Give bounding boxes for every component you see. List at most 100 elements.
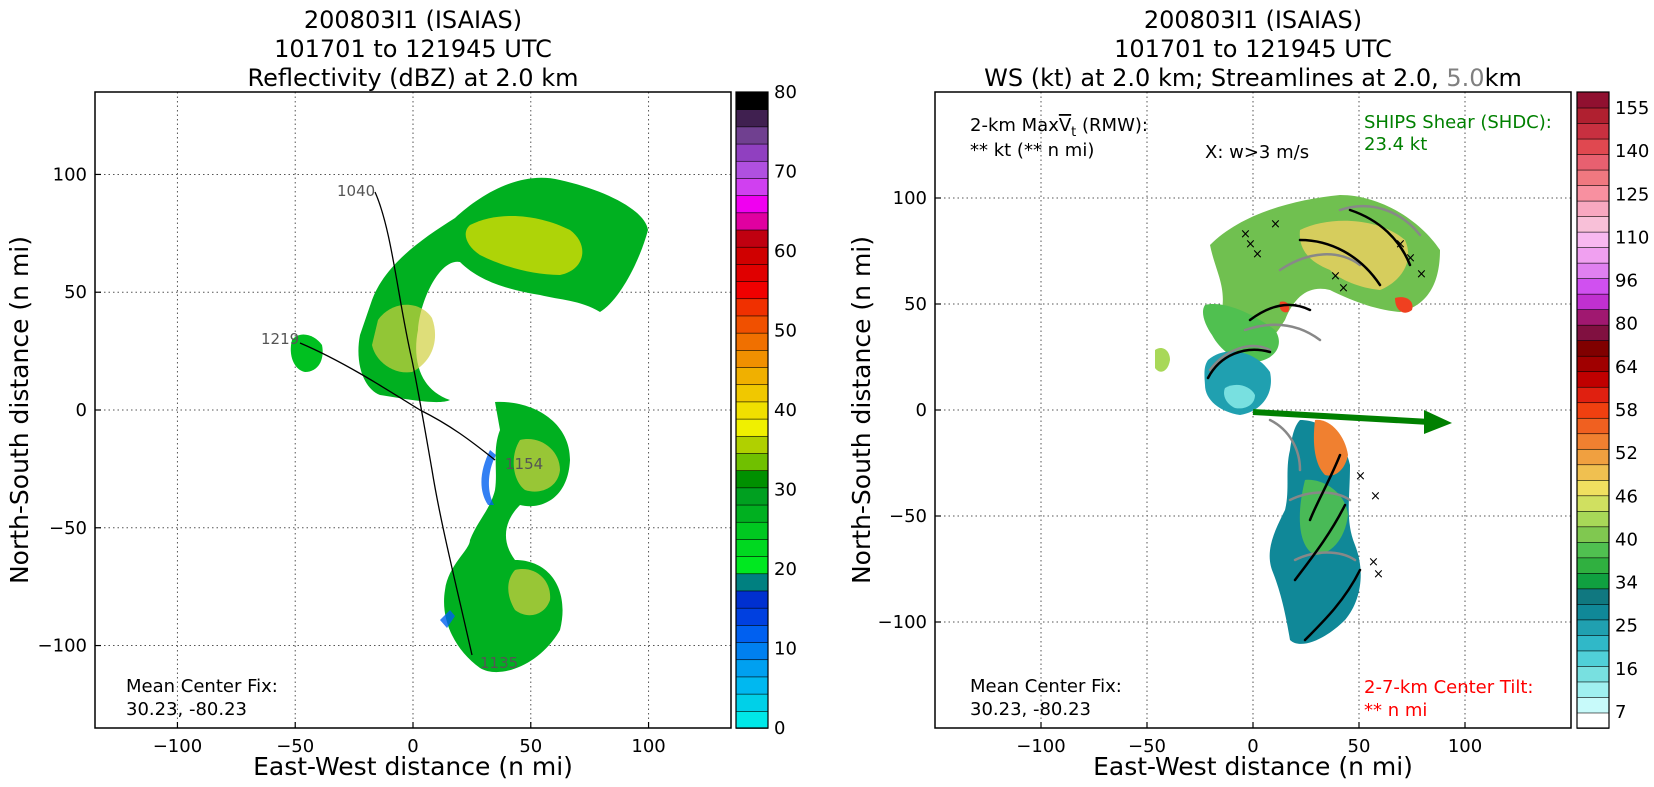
right-colorbar-swatch [1576,339,1610,357]
left-y-tick-label: −100 [38,636,87,657]
right-colorbar-swatch [1576,169,1610,186]
right-colorbar-swatch [1576,215,1610,233]
right-colorbar-swatch [1576,355,1610,373]
streamline-5km [1278,253,1362,272]
left-colorbar-tick-label: 0 [774,718,785,739]
updraft-marker: × [1270,217,1281,232]
right-title-line3-unit: km [1485,64,1522,92]
right-colorbar-tick-label: 80 [1615,314,1638,335]
right-colorbar-swatch [1576,386,1610,404]
left-reflectivity-field [290,177,648,673]
right-y-tick-label: −100 [878,612,927,633]
updraft-marker: × [1330,269,1341,284]
left-colorbar-swatch [735,332,769,351]
right-colorbar-swatch [1576,681,1610,698]
left-colorbar-swatch [735,452,769,471]
updraft-marker: × [1405,251,1416,266]
right-maxvt-sub: t [1071,125,1076,140]
left-track-label-1219: 1219 [261,330,299,348]
left-x-tick-label: 50 [519,736,542,757]
streamline-2km [1298,238,1382,287]
right-title-line1: 200803I1 (ISAIAS) [1144,6,1362,34]
right-y-tick-label: −50 [889,506,927,527]
left-title-line2: 101701 to 121945 UTC [274,35,552,63]
right-colorbar-frame [1576,91,1610,729]
left-colorbar-swatch [735,418,769,437]
left-center-fix-value: 30.23, -80.23 [126,699,247,720]
left-track-label-1154: 1154 [505,455,543,473]
left-x-tick-label: −100 [153,736,202,757]
updraft-marker: × [1252,247,1263,262]
right-updraft-markers: × × × × × × × × × × × × × [1240,217,1427,582]
left-colorbar-tick-label: 60 [774,241,797,262]
left-colorbar-swatch [735,572,769,592]
right-title-line2: 101701 to 121945 UTC [1114,35,1392,63]
right-colorbar-tick-label: 64 [1615,357,1638,378]
left-y-tick-label: 100 [53,164,87,185]
streamline-5km [1338,205,1422,237]
right-ws-north-hot [1279,297,1413,313]
streamline-5km [1268,418,1302,472]
left-colorbar-swatch [735,469,769,489]
left-colorbar: 80 70 60 50 40 30 20 10 0 [735,82,797,739]
left-colorbar-swatch [735,435,769,454]
right-colorbar-swatch [1576,557,1610,574]
shear-arrow-head [1424,410,1452,434]
streamline-5km [1208,344,1272,372]
right-x-tick-label: −50 [1128,736,1166,757]
updraft-marker: × [1368,555,1379,570]
right-colorbar-tick-label: 46 [1615,486,1638,507]
right-colorbar-tick-label: 16 [1615,659,1638,680]
right-colorbar-swatch [1576,588,1610,605]
right-x-axis-label: East-West distance (n mi) [1093,752,1413,781]
right-colorbar-tick-label: 52 [1615,443,1638,464]
left-colorbar-tick-label: 10 [774,639,797,660]
streamline-5km [1243,323,1322,342]
right-colorbar-swatch [1576,184,1610,202]
right-panel: 200803I1 (ISAIAS) 101701 to 121945 UTC W… [847,6,1649,781]
right-colorbar-swatch [1576,122,1610,140]
left-grid [95,92,731,728]
right-shear-arrow [1252,409,1452,434]
right-colorbar-swatch [1576,200,1610,217]
left-track-label-1135: 1135 [480,654,518,672]
right-colorbar-swatch [1576,432,1610,450]
right-center-fix-value: 30.23, -80.23 [970,699,1091,720]
updraft-marker: × [1338,281,1349,296]
left-storm-track [299,191,496,656]
left-colorbar-tick-label: 40 [774,400,797,421]
right-colorbar-tick-label: 58 [1615,400,1638,421]
right-x-tick-label: 50 [1348,736,1371,757]
left-colorbar-swatch [735,263,769,282]
left-colorbar-tick-label: 70 [774,162,797,183]
right-colorbar-tick-label: 7 [1615,702,1626,723]
left-colorbar-swatch [735,658,769,678]
left-colorbar-swatch [735,641,769,661]
shear-arrow-shaft [1252,409,1431,425]
left-colorbar-swatch [735,487,769,506]
updraft-marker: × [1416,267,1427,282]
right-y-tick-label: 100 [893,188,927,209]
right-y-tick-label: 50 [904,294,927,315]
left-x-tick-label: −50 [276,736,314,757]
left-colorbar-swatch [735,297,769,317]
right-colorbar-swatch [1576,107,1610,124]
right-ws-north-core [1299,220,1409,290]
left-colorbar-swatch [735,383,769,403]
right-colorbar-swatch [1576,91,1610,109]
right-colorbar-tick-label: 40 [1615,529,1638,550]
right-tilt-line2: ** n mi [1364,700,1427,721]
left-echo-north-band [358,177,648,403]
left-colorbar-swatch [735,315,769,334]
right-colorbar-swatch [1576,603,1610,621]
right-colorbar-swatch [1576,293,1610,310]
right-colorbar-swatch [1576,619,1610,636]
updraft-marker: × [1355,469,1366,484]
right-colorbar-tick-label: 96 [1615,271,1638,292]
left-colorbar-swatch [735,676,769,695]
right-colorbar-tick-label: 110 [1615,227,1649,248]
left-colorbar-tick-label: 20 [774,559,797,580]
right-tick-labels: −100 −50 0 50 100 100 50 0 −50 −100 [878,188,1483,757]
left-colorbar-frame [735,91,769,729]
